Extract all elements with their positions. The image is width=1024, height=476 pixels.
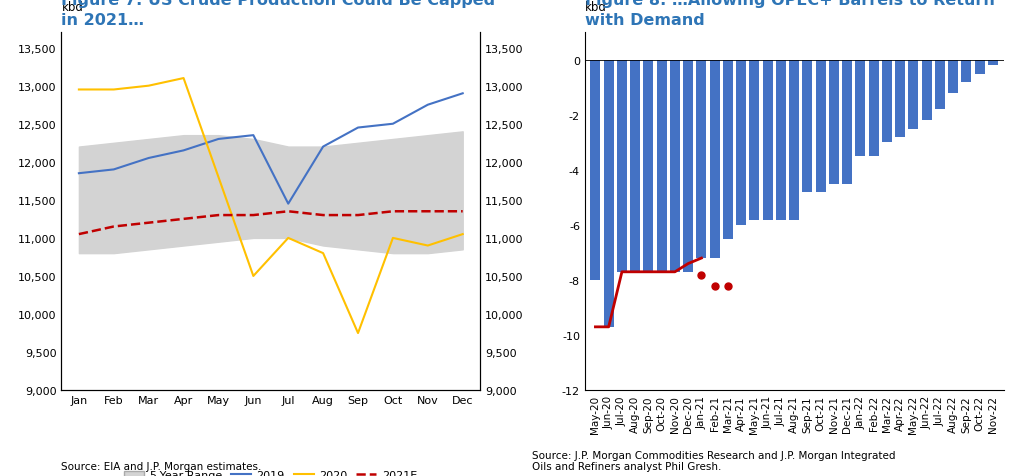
Bar (922, 61, 932, 121)
Text: Source: J.P. Morgan Commodities Research and J.P. Morgan Integrated
Oils and Ref: Source: J.P. Morgan Commodities Research… (532, 450, 896, 471)
Bar (723, 61, 733, 239)
Bar (803, 61, 812, 193)
Bar (670, 61, 680, 272)
Bar (616, 61, 627, 272)
Bar (816, 61, 825, 193)
Text: kbd: kbd (61, 0, 83, 14)
Bar (975, 61, 985, 75)
Bar (855, 61, 865, 157)
Bar (988, 61, 998, 66)
Bar (710, 61, 720, 258)
Text: Source: EIA and J.P. Morgan estimates.: Source: EIA and J.P. Morgan estimates. (61, 461, 262, 471)
Bar (842, 61, 852, 184)
Bar (908, 61, 919, 129)
Bar (948, 61, 958, 94)
Legend: 5-Year Range, 2019, 2020, 2021E: 5-Year Range, 2019, 2020, 2021E (120, 466, 422, 476)
Text: Figure 8: …Allowing OPEC+ Barrels to Return
with Demand: Figure 8: …Allowing OPEC+ Barrels to Ret… (585, 0, 994, 28)
Text: Figure 7: US Crude Production Could Be Capped
in 2021…: Figure 7: US Crude Production Could Be C… (61, 0, 496, 28)
Bar (643, 61, 653, 272)
Bar (591, 61, 600, 280)
Bar (882, 61, 892, 143)
Bar (763, 61, 773, 220)
Bar (696, 61, 707, 258)
Text: kbd: kbd (585, 0, 606, 14)
Bar (776, 61, 785, 220)
Bar (962, 61, 972, 83)
Bar (895, 61, 905, 138)
Bar (683, 61, 693, 272)
Bar (630, 61, 640, 272)
Bar (790, 61, 799, 220)
Bar (935, 61, 945, 110)
Bar (750, 61, 760, 220)
Bar (656, 61, 667, 272)
Bar (868, 61, 879, 157)
Bar (736, 61, 746, 226)
Bar (604, 61, 613, 327)
Bar (829, 61, 839, 184)
